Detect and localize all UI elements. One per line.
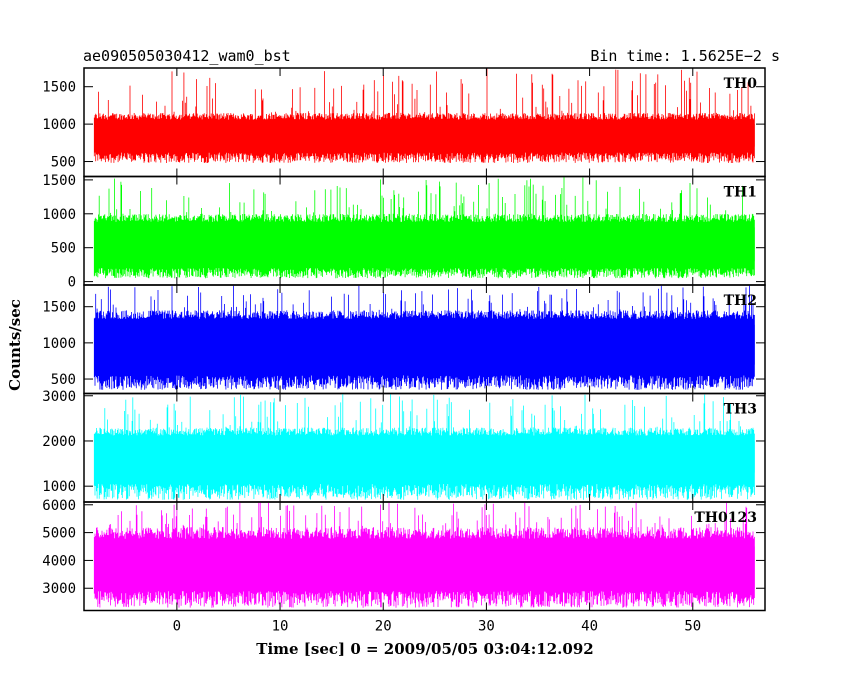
x-tick-label-20: 20 <box>375 619 392 635</box>
panel-label-th0: TH0 <box>724 76 758 92</box>
signal-trace-th1 <box>93 177 755 279</box>
panel-th0123: 3000 4000 5000 6000 TH0123 <box>42 498 766 612</box>
signal-trace-th2 <box>93 285 755 390</box>
y-tick-label-th2-500: 500 <box>51 372 76 388</box>
x-tick-label-40: 40 <box>581 619 598 635</box>
y-tick-label-th0123-5000: 5000 <box>42 526 76 542</box>
panel-th2: 500 1000 1500 TH2 <box>42 284 766 395</box>
x-tick-label-10: 10 <box>272 619 289 635</box>
y-tick-label-th1-1000: 1000 <box>42 207 76 223</box>
panel-label-th2: TH2 <box>724 293 757 309</box>
x-tick-label-30: 30 <box>478 619 495 635</box>
signal-trace-th0123 <box>93 502 755 608</box>
y-tick-label-th2-1500: 1500 <box>42 300 76 316</box>
panels-group: 500 1000 1500 TH0 0 500 1000 1500 TH1 500 1000 1500… <box>42 67 766 612</box>
y-tick-label-th0123-6000: 6000 <box>42 498 76 514</box>
y-tick-label-th3-2000: 2000 <box>42 434 76 450</box>
y-tick-label-th1-500: 500 <box>51 241 76 257</box>
y-axis-label: Counts/sec <box>6 299 24 391</box>
bin-time-label: Bin time: 1.5625E−2 s <box>590 47 780 65</box>
signal-trace-th3 <box>93 394 755 500</box>
panel-th3: 1000 2000 3000 TH3 <box>42 389 766 503</box>
x-tick-label-50: 50 <box>684 619 701 635</box>
x-axis-label: Time [sec] 0 = 2009/05/05 03:04:12.092 <box>256 640 593 658</box>
y-tick-label-th0123-3000: 3000 <box>42 581 76 597</box>
x-axis: 0 10 20 30 40 50 <box>173 619 702 635</box>
panel-label-th3: TH3 <box>724 402 757 418</box>
panel-th1: 0 500 1000 1500 TH1 <box>42 173 766 291</box>
y-tick-label-th2-1000: 1000 <box>42 336 76 352</box>
panel-label-th1: TH1 <box>724 185 757 201</box>
y-tick-label-th0-500: 500 <box>51 155 76 171</box>
y-tick-label-th1-1500: 1500 <box>42 173 76 189</box>
panel-th0: 500 1000 1500 TH0 <box>42 67 766 178</box>
y-tick-label-th3-1000: 1000 <box>42 479 76 495</box>
x-tick-label-0: 0 <box>173 619 181 635</box>
y-tick-label-th3-3000: 3000 <box>42 389 76 405</box>
y-tick-label-th0123-4000: 4000 <box>42 553 76 569</box>
panel-frame-th0123 <box>83 501 766 612</box>
y-tick-label-th1-0: 0 <box>68 275 76 291</box>
y-tick-label-th0-1000: 1000 <box>42 117 76 133</box>
chart-title: ae090505030412_wam0_bst <box>83 47 291 65</box>
y-tick-label-th0-1500: 1500 <box>42 80 76 96</box>
panel-label-th0123: TH0123 <box>694 510 757 526</box>
signal-trace-th0 <box>93 68 755 163</box>
